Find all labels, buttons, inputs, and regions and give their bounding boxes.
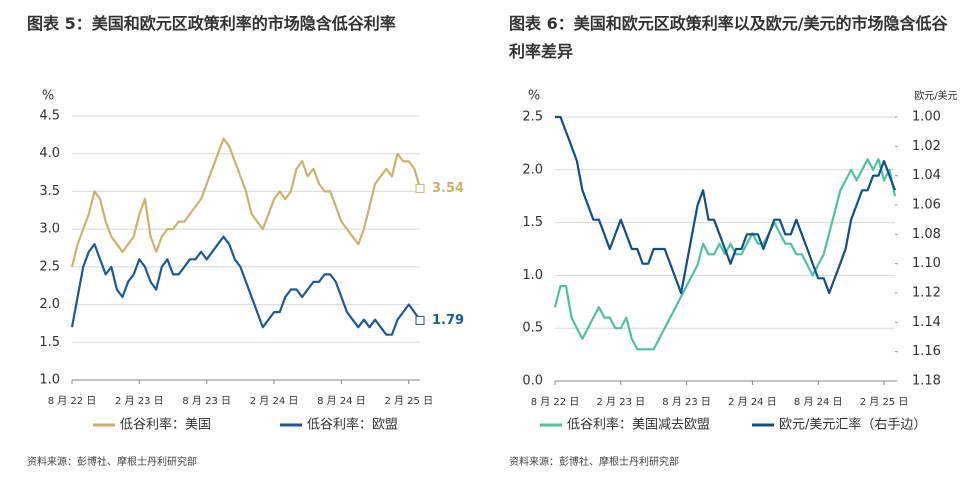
y-tick-label: 2.0 <box>39 297 60 312</box>
x-tick-label: 2 月 23 日 <box>596 396 645 408</box>
x-tick-label: 2 月 23 日 <box>115 395 164 407</box>
source-note: 资料来源：彭博社、摩根士丹利研究部 <box>509 455 679 468</box>
legend-label: 低谷利率：美国减去欧盟 <box>567 417 710 433</box>
y2-tick-label: 1.06 <box>912 198 941 213</box>
y-tick-label: 1.5 <box>39 335 60 350</box>
y2-tick-label: 1.08 <box>912 227 941 242</box>
chart-title: 图表 5：美国和欧元区政策利率的市场隐含低谷利率 <box>27 14 396 33</box>
x-tick-label: 8 月 22 日 <box>531 396 580 408</box>
x-tick-label: 2 月 25 日 <box>384 395 433 407</box>
source-note: 资料来源：彭博社、摩根士丹利研究部 <box>27 455 197 468</box>
y2-tick-label: 1.10 <box>912 256 941 271</box>
y2-tick-label: 1.18 <box>912 374 941 389</box>
x-tick-label: 2 月 24 日 <box>250 395 299 407</box>
y-tick-label: 1.0 <box>522 268 543 283</box>
x-tick-label: 8 月 24 日 <box>794 396 843 408</box>
y-tick-label: 3.5 <box>39 184 60 199</box>
line-series <box>70 235 421 336</box>
data-label: 3.54 <box>432 181 464 196</box>
y2-tick-label: 1.02 <box>912 139 941 154</box>
end-marker <box>415 183 425 193</box>
y-tick-label: 4.5 <box>39 109 60 124</box>
line-series <box>70 137 422 268</box>
x-tick-label: 8 月 23 日 <box>182 395 231 407</box>
line-series <box>553 158 897 351</box>
y-tick-label: 0.5 <box>522 321 543 336</box>
y-tick-label: 2.5 <box>522 110 543 125</box>
y-tick-label: 0.0 <box>522 374 543 389</box>
x-tick-label: 2 月 24 日 <box>728 396 777 408</box>
data-label: 1.79 <box>432 313 464 328</box>
y-axis-label: % <box>528 89 540 104</box>
line-series <box>555 115 897 295</box>
legend-label: 低谷利率：欧盟 <box>307 417 398 433</box>
chart-title: 图表 6：美国和欧元区政策利率以及欧元/美元的市场隐含低谷利率差异 <box>509 14 948 61</box>
y-axis-label: % <box>42 89 54 104</box>
x-tick-label: 8 月 23 日 <box>662 396 711 408</box>
y2-tick-label: 1.12 <box>912 286 941 301</box>
y-tick-label: 1.5 <box>522 215 543 230</box>
y2-tick-label: 1.16 <box>912 344 941 359</box>
y2-tick-label: 1.00 <box>912 110 941 125</box>
x-tick-label: 2 月 25 日 <box>860 396 909 408</box>
y-tick-label: 3.0 <box>39 222 60 237</box>
y-tick-label: 2.5 <box>39 259 60 274</box>
end-marker <box>415 315 425 325</box>
y-tick-label: 4.0 <box>39 146 60 161</box>
legend-label: 欧元/美元汇率（右手边） <box>779 417 926 433</box>
y-tick-label: 1.0 <box>39 373 60 388</box>
legend-label: 低谷利率：美国 <box>120 417 211 433</box>
y2-tick-label: 1.04 <box>912 168 941 183</box>
x-tick-label: 8 月 22 日 <box>48 395 97 407</box>
y-tick-label: 2.0 <box>522 162 543 177</box>
y2-axis-label: 欧元/美元 <box>914 89 957 102</box>
y2-tick-label: 1.14 <box>912 315 941 330</box>
x-tick-label: 8 月 24 日 <box>317 395 366 407</box>
